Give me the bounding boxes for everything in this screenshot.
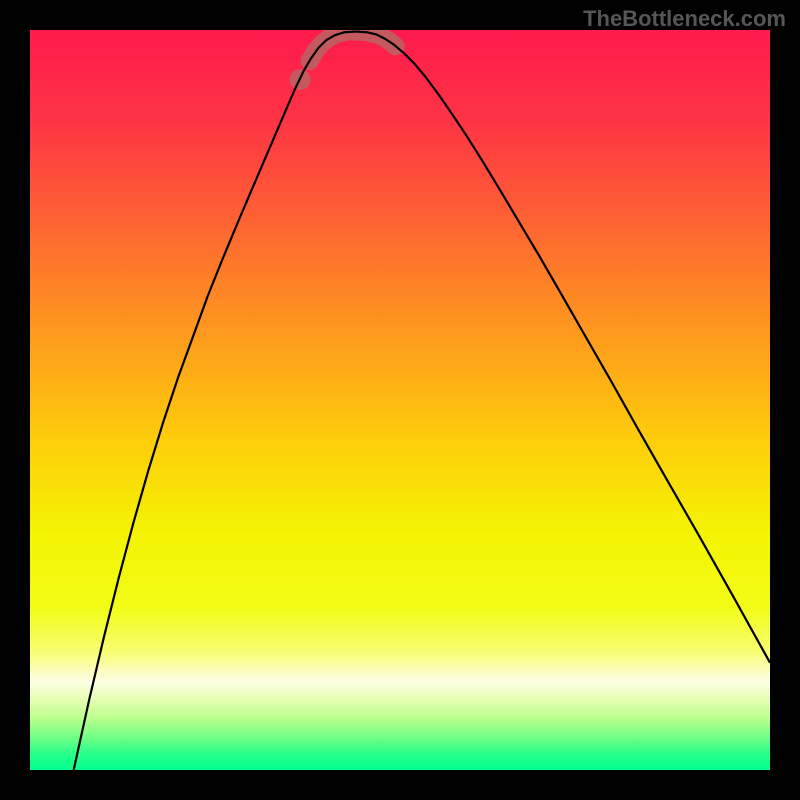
chart-svg [30,30,770,770]
plot-area [30,30,770,770]
chart-container: TheBottleneck.com [0,0,800,800]
watermark-text: TheBottleneck.com [583,6,786,32]
gradient-background [30,30,770,770]
